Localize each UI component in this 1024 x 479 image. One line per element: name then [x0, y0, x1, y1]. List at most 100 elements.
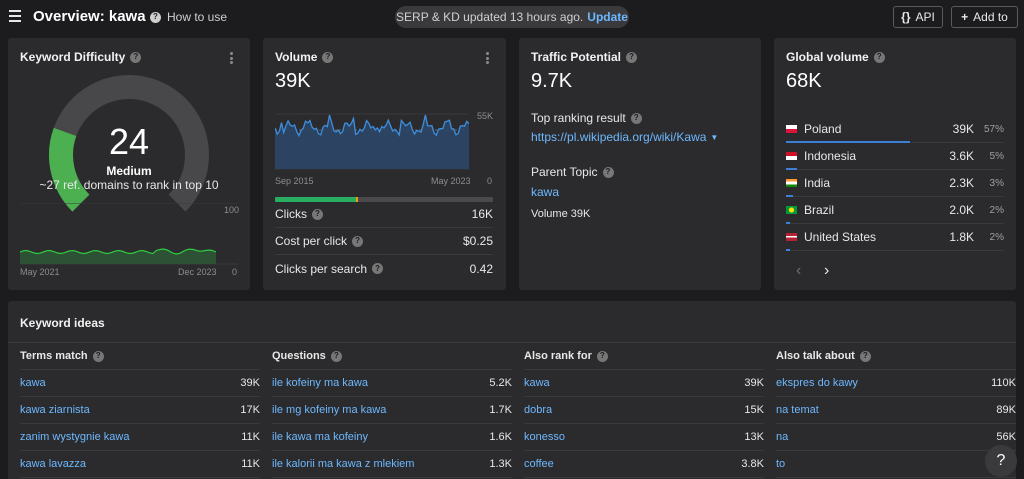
update-status-text: SERP & KD updated 13 hours ago.	[396, 10, 584, 24]
keyword-ideas-help-icon[interactable]: ?	[92, 350, 104, 362]
traffic-title: Traffic Potential ?	[531, 50, 638, 64]
country-share-bar	[786, 168, 797, 170]
keyword-idea-link[interactable]: na temat	[776, 404, 819, 416]
keyword-idea-link[interactable]: ile mg kofeiny ma kawa	[272, 404, 387, 416]
volume-metric-value: 16K	[471, 207, 493, 221]
keyword-idea-link[interactable]: coffee	[524, 458, 554, 470]
keyword-idea-link[interactable]: dobra	[524, 404, 553, 416]
keyword-idea-volume: 39K	[744, 377, 764, 389]
keyword-idea-row: na 56K	[776, 424, 1016, 451]
pl-flag-icon	[786, 125, 797, 133]
keyword-idea-link[interactable]: kawa lavazza	[20, 458, 87, 470]
caret-down-icon[interactable]: ▼	[710, 132, 719, 142]
top-ranking-url[interactable]: https://pl.wikipedia.org/wiki/Kawa ▼	[531, 130, 718, 144]
traffic-help-icon[interactable]: ?	[626, 51, 638, 63]
parent-topic-label: Parent Topic ?	[531, 165, 614, 179]
parent-topic-volume: Volume 39K	[531, 208, 591, 220]
parent-topic-link[interactable]: kawa	[531, 185, 560, 199]
keyword-idea-volume: 13K	[744, 431, 764, 443]
kd-level: Medium	[106, 164, 152, 178]
volume-trend-line	[275, 114, 469, 138]
volume-metric-help-icon[interactable]: ?	[312, 208, 323, 220]
country-name: Poland	[804, 122, 842, 136]
kd-description: ~27 ref. domains to rank in top 10	[39, 178, 219, 192]
traffic-potential-card: Traffic Potential ? 9.7K Top ranking res…	[519, 38, 761, 290]
how-to-use-link[interactable]: ? How to use	[150, 10, 227, 24]
keyword-ideas-column-heading: Questions?	[272, 343, 512, 370]
volume-help-icon[interactable]: ?	[322, 51, 334, 63]
keyword-idea-link[interactable]: ile kawa ma kofeiny	[272, 431, 368, 443]
keyword-idea-volume: 5.2K	[489, 377, 512, 389]
keyword-ideas-help-icon[interactable]: ?	[330, 350, 342, 362]
kd-title: Keyword Difficulty ?	[20, 50, 142, 64]
help-fab-button[interactable]: ?	[985, 445, 1017, 477]
volume-title: Volume ?	[275, 50, 334, 64]
keyword-idea-row: ekspres do kawy 110K	[776, 370, 1016, 397]
global-help-icon[interactable]: ?	[873, 51, 885, 63]
keyword-idea-link[interactable]: kawa	[524, 377, 550, 389]
clicks-distribution-bar	[275, 197, 493, 202]
keyword-idea-link[interactable]: kawa ziarnista	[20, 404, 90, 416]
keyword-idea-volume: 1.7K	[489, 404, 512, 416]
top-ranking-help-icon[interactable]: ?	[630, 112, 642, 124]
keyword-idea-link[interactable]: ile kalorii ma kawa z mlekiem	[272, 458, 415, 470]
keyword-ideas-heading-label: Also talk about	[776, 350, 855, 362]
add-to-button[interactable]: + Add to	[951, 6, 1018, 28]
country-row[interactable]: Brazil 2.0K 2%	[786, 197, 1004, 224]
country-percent: 5%	[989, 150, 1004, 162]
keyword-idea-link[interactable]: zanim wystygnie kawa	[20, 431, 130, 443]
menu-icon[interactable]	[9, 10, 21, 22]
keyword-idea-link[interactable]: kawa	[20, 377, 46, 389]
country-volume: 39K	[952, 122, 974, 136]
volume-metric-name: Clicks?	[275, 207, 323, 221]
api-button[interactable]: {} API	[893, 6, 943, 28]
country-name: Indonesia	[804, 149, 857, 163]
keyword-idea-link[interactable]: to	[776, 458, 786, 470]
keyword-idea-link[interactable]: ekspres do kawy	[776, 377, 858, 389]
global-volume-card: Global volume ? 68K Poland 39K 57% Indonesi…	[774, 38, 1016, 290]
volume-metric-help-icon[interactable]: ?	[352, 235, 364, 247]
volume-metric-row: Clicks? 16K	[275, 201, 493, 228]
kd-trend-area	[20, 249, 216, 264]
keyword-idea-link[interactable]: ile kofeiny ma kawa	[272, 377, 368, 389]
volume-metric-row: Clicks per search? 0.42	[275, 255, 493, 282]
keyword-ideas-help-icon[interactable]: ?	[859, 350, 871, 362]
country-share-bar	[786, 249, 791, 251]
country-row[interactable]: Poland 39K 57%	[786, 116, 1004, 143]
volume-card: Volume ? 39K 55K 0 Sep 2015 May 2023 Cli…	[263, 38, 506, 290]
top-bar: Overview: kawa ? How to use SERP & KD up…	[0, 0, 1024, 34]
volume-date-end: May 2023	[431, 176, 471, 186]
volume-metric-name: Clicks per search?	[275, 262, 384, 276]
volume-metric-value: 0.42	[469, 261, 493, 276]
kd-more-options-icon[interactable]	[230, 52, 233, 64]
top-ranking-url-text[interactable]: https://pl.wikipedia.org/wiki/Kawa	[531, 130, 707, 144]
kd-trend-line	[20, 248, 217, 255]
keyword-idea-link[interactable]: konesso	[524, 431, 565, 443]
kd-help-icon[interactable]: ?	[130, 51, 142, 63]
volume-date-start: Sep 2015	[275, 176, 314, 186]
country-volume: 1.8K	[949, 230, 974, 244]
country-row[interactable]: Indonesia 3.6K 5%	[786, 143, 1004, 170]
keyword-ideas-title: Keyword ideas	[20, 316, 105, 330]
update-link[interactable]: Update	[587, 10, 628, 24]
us-flag-icon	[786, 233, 797, 241]
volume-more-options-icon[interactable]	[486, 52, 489, 64]
volume-axis-min: 0	[487, 176, 493, 186]
keyword-ideas-help-icon[interactable]: ?	[596, 350, 608, 362]
country-row[interactable]: India 2.3K 3%	[786, 170, 1004, 197]
keyword-ideas-divider	[8, 342, 1016, 343]
keyword-idea-volume: 1.6K	[489, 431, 512, 443]
kd-trend-chart	[20, 203, 238, 265]
volume-title-label: Volume	[275, 50, 318, 64]
in-flag-icon	[786, 179, 797, 187]
parent-topic-help-icon[interactable]: ?	[602, 166, 614, 178]
volume-metric-help-icon[interactable]: ?	[372, 263, 384, 274]
kd-date-end: Dec 2023	[178, 267, 217, 277]
volume-trend-chart	[275, 113, 469, 170]
keyword-idea-row: to	[776, 451, 1016, 478]
prev-page-icon[interactable]: ‹	[796, 262, 802, 279]
br-flag-icon	[786, 206, 797, 214]
keyword-idea-link[interactable]: na	[776, 431, 789, 443]
next-page-icon[interactable]: ›	[824, 262, 830, 279]
country-row[interactable]: United States 1.8K 2%	[786, 224, 1004, 251]
